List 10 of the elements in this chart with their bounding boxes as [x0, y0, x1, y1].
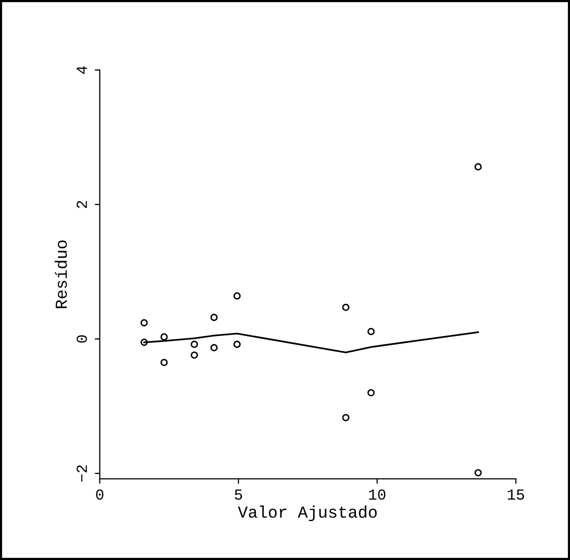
x-tick-label: 15: [508, 490, 524, 500]
x-tick-label: 10: [369, 489, 386, 500]
y-tick-label: 4: [76, 66, 87, 74]
y-axis-title: Resíduo: [54, 240, 67, 308]
x-tick-label: 5: [234, 490, 242, 500]
y-tick-label: 2: [76, 200, 87, 208]
x-axis-title: Valor Ajustado: [238, 506, 377, 522]
y-tick-label: −2: [76, 465, 87, 482]
y-tick-label: 0: [76, 335, 88, 343]
x-tick-label: 0: [96, 489, 104, 500]
